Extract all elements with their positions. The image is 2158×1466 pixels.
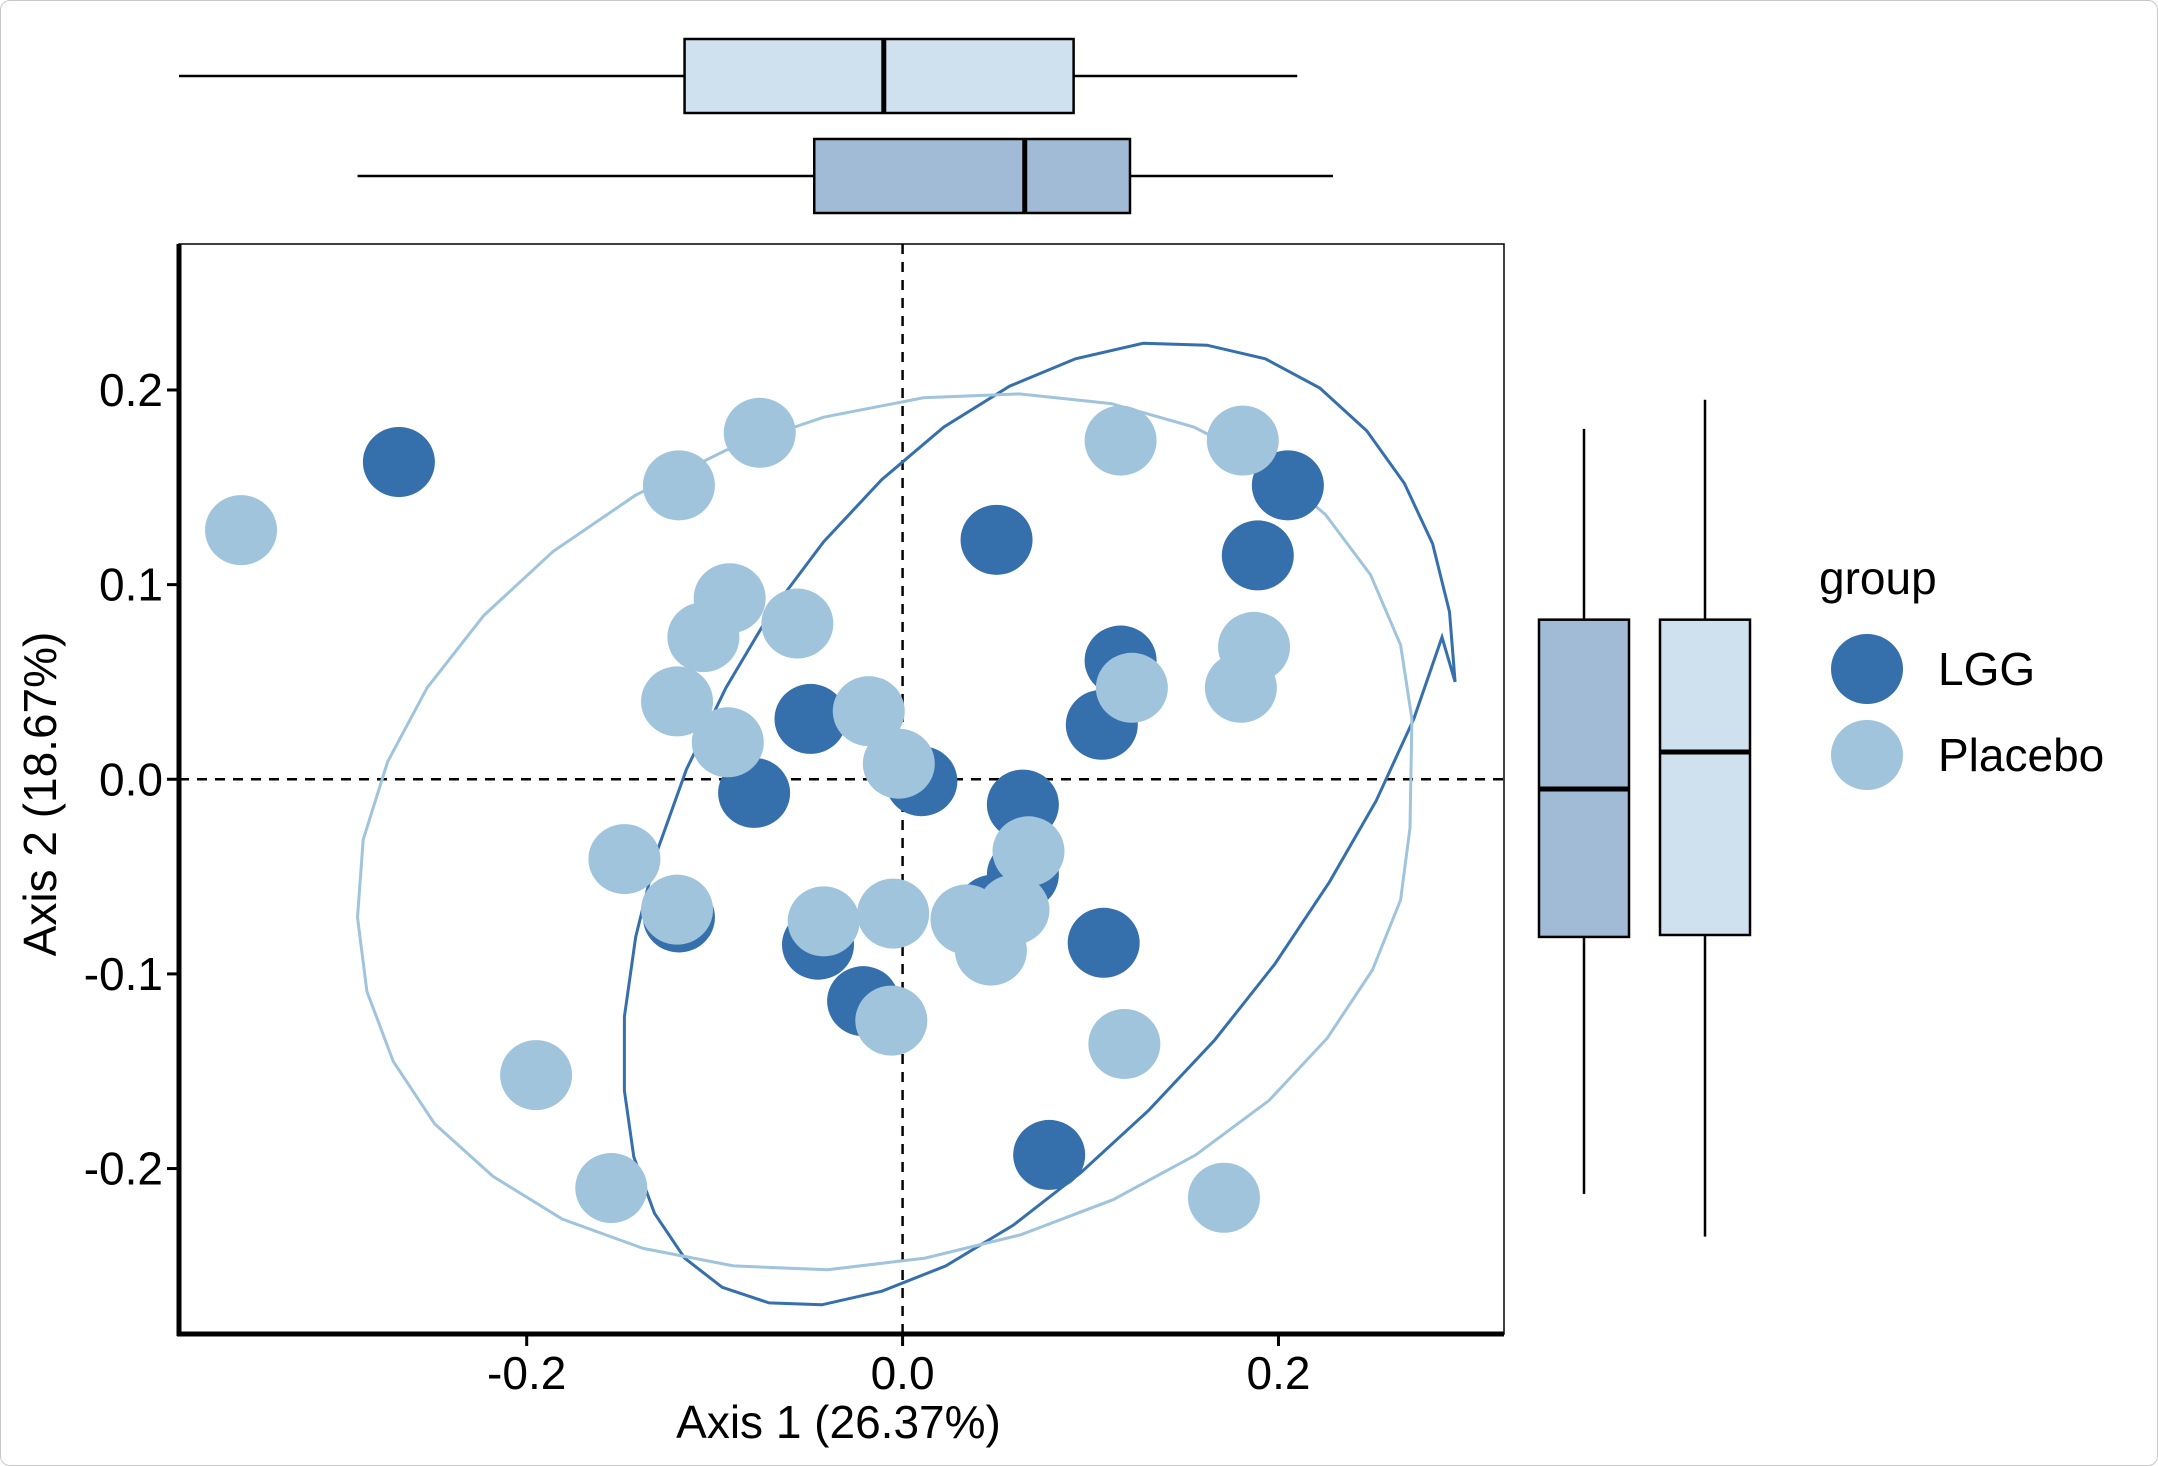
point-placebo	[761, 588, 834, 659]
point-placebo	[641, 666, 714, 737]
point-placebo	[667, 602, 740, 673]
x-axis-title: Axis 1 (26.37%)	[676, 1396, 1001, 1448]
point-placebo	[787, 886, 860, 957]
point-lgg	[1067, 907, 1140, 978]
x-axis-ticks: -0.2 0.0 0.2	[487, 1334, 1310, 1399]
point-placebo	[641, 874, 714, 945]
legend-label-placebo: Placebo	[1938, 729, 2104, 781]
legend-key-placebo	[1831, 720, 1903, 790]
point-placebo	[1095, 652, 1168, 723]
x-tick-label: -0.2	[487, 1347, 566, 1399]
x-box-lgg	[812, 137, 1132, 215]
point-placebo	[1088, 1008, 1161, 1079]
point-lgg	[960, 504, 1033, 575]
legend-label-lgg: LGG	[1938, 643, 2035, 695]
x-tick-label: 0.2	[1246, 1347, 1310, 1399]
point-placebo	[855, 985, 928, 1056]
x-box-placebo	[683, 37, 1075, 115]
y-tick-label: -0.1	[84, 948, 163, 1000]
point-placebo	[977, 874, 1050, 945]
y-box-lgg	[1537, 618, 1631, 939]
point-lgg	[1013, 1119, 1086, 1190]
point-placebo	[1204, 652, 1277, 723]
ellipse-placebo	[355, 392, 1414, 1272]
point-placebo	[992, 816, 1065, 887]
y-axis-ticks: -0.2 -0.1 0.0 0.1 0.2	[84, 364, 179, 1195]
point-placebo	[862, 728, 935, 799]
data-points	[205, 397, 1324, 1233]
point-placebo	[642, 450, 715, 521]
y-tick-label: 0.0	[99, 753, 163, 805]
y-tick-label: -0.2	[84, 1143, 163, 1195]
point-placebo	[832, 676, 905, 747]
y-axis-title: Axis 2 (18.67%)	[14, 632, 66, 957]
group-ellipses	[355, 341, 1457, 1307]
point-placebo	[575, 1153, 648, 1224]
point-placebo	[500, 1040, 573, 1111]
y-box-placebo	[1658, 618, 1752, 937]
point-placebo	[691, 707, 764, 778]
x-marginal-boxplots	[179, 37, 1333, 215]
legend-key-lgg	[1831, 634, 1903, 704]
legend: group LGG Placebo	[1819, 552, 2104, 790]
y-marginal-boxplots	[1537, 399, 1752, 1237]
point-lgg	[1221, 520, 1294, 591]
plot-panel	[176, 243, 1505, 1337]
legend-title: group	[1819, 552, 1937, 604]
point-placebo	[723, 397, 796, 468]
x-tick-label: 0.0	[871, 1347, 935, 1399]
ellipse-lgg	[622, 341, 1457, 1307]
y-tick-label: 0.1	[99, 559, 163, 611]
point-placebo	[857, 878, 930, 949]
point-placebo	[1187, 1162, 1260, 1233]
point-lgg	[1251, 450, 1324, 521]
point-placebo	[1084, 405, 1157, 476]
point-lgg	[774, 683, 847, 754]
point-lgg	[362, 427, 435, 497]
point-placebo	[1206, 405, 1279, 476]
y-tick-label: 0.2	[99, 364, 163, 416]
point-placebo	[205, 495, 278, 566]
point-placebo	[588, 824, 661, 895]
